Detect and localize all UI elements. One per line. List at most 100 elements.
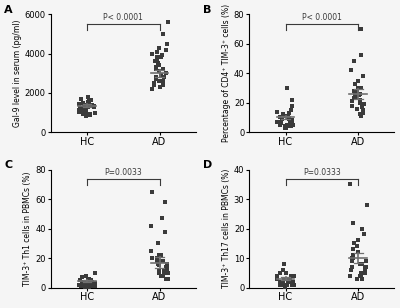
Point	[152, 65, 159, 70]
Point	[92, 284, 98, 289]
Point	[278, 282, 284, 287]
Point	[360, 107, 366, 112]
Point	[161, 75, 167, 79]
Point	[154, 57, 160, 62]
Point	[91, 281, 97, 286]
Point	[86, 276, 92, 281]
Point	[89, 102, 95, 107]
Point	[358, 270, 364, 275]
Point	[351, 59, 357, 64]
Point	[290, 279, 296, 284]
Point	[357, 273, 364, 278]
Point	[85, 98, 92, 103]
Point	[283, 270, 289, 275]
Point	[277, 122, 283, 127]
Point	[156, 253, 162, 257]
Point	[78, 96, 84, 101]
Point	[276, 120, 282, 124]
Point	[360, 74, 366, 79]
Point	[151, 81, 158, 86]
Point	[358, 26, 364, 31]
Point	[289, 103, 296, 108]
Point	[350, 220, 356, 225]
Point	[82, 108, 88, 113]
Point	[353, 106, 360, 111]
Point	[155, 261, 161, 266]
Point	[162, 200, 168, 205]
Point	[87, 112, 94, 117]
Point	[357, 91, 364, 96]
Point	[277, 282, 283, 287]
Point	[280, 276, 287, 281]
Point	[92, 270, 98, 275]
Point	[149, 87, 156, 91]
Point	[78, 284, 85, 289]
Point	[362, 265, 368, 270]
Point	[277, 270, 283, 275]
Point	[152, 59, 158, 64]
Point	[351, 88, 357, 93]
Point	[160, 83, 166, 87]
Point	[355, 86, 362, 91]
Point	[88, 284, 95, 289]
Point	[290, 273, 297, 278]
Point	[77, 278, 83, 283]
Point	[154, 256, 160, 261]
Point	[287, 118, 294, 123]
Point	[155, 267, 162, 272]
Point	[160, 270, 167, 275]
Text: P< 0.0001: P< 0.0001	[302, 13, 342, 22]
Point	[153, 67, 159, 72]
Point	[153, 258, 160, 263]
Point	[158, 273, 164, 278]
Point	[88, 278, 94, 283]
Point	[288, 124, 295, 129]
Point	[361, 102, 367, 107]
Point	[358, 53, 364, 58]
Point	[83, 273, 90, 278]
Point	[284, 122, 290, 127]
Point	[357, 261, 364, 266]
Point	[358, 86, 364, 91]
Point	[156, 69, 162, 74]
Point	[156, 63, 162, 68]
Point	[349, 99, 356, 104]
Point	[76, 109, 82, 114]
Point	[159, 53, 166, 58]
Point	[288, 107, 294, 112]
Point	[160, 273, 166, 278]
Point	[78, 275, 85, 280]
Point	[348, 68, 354, 73]
Point	[354, 88, 360, 93]
Point	[155, 61, 161, 66]
Point	[156, 45, 162, 50]
Point	[285, 115, 292, 120]
Point	[80, 104, 87, 109]
Point	[85, 276, 92, 281]
Point	[284, 282, 290, 287]
Point	[282, 285, 288, 290]
Point	[165, 20, 171, 25]
Point	[287, 118, 294, 123]
Point	[354, 250, 361, 255]
Point	[80, 112, 86, 117]
Point	[278, 116, 285, 121]
Text: P=0.0333: P=0.0333	[303, 168, 341, 177]
Point	[89, 279, 95, 284]
Point	[285, 124, 291, 129]
Point	[352, 90, 358, 95]
Point	[162, 229, 168, 234]
Point	[279, 279, 286, 284]
Point	[351, 96, 357, 101]
Point	[288, 118, 295, 123]
Point	[157, 258, 163, 263]
Point	[350, 256, 356, 261]
Point	[159, 31, 166, 36]
Point	[347, 182, 354, 187]
Point	[347, 273, 353, 278]
Point	[349, 258, 356, 263]
Point	[85, 94, 91, 99]
Point	[359, 105, 366, 110]
Point	[79, 106, 85, 111]
Point	[85, 282, 92, 287]
